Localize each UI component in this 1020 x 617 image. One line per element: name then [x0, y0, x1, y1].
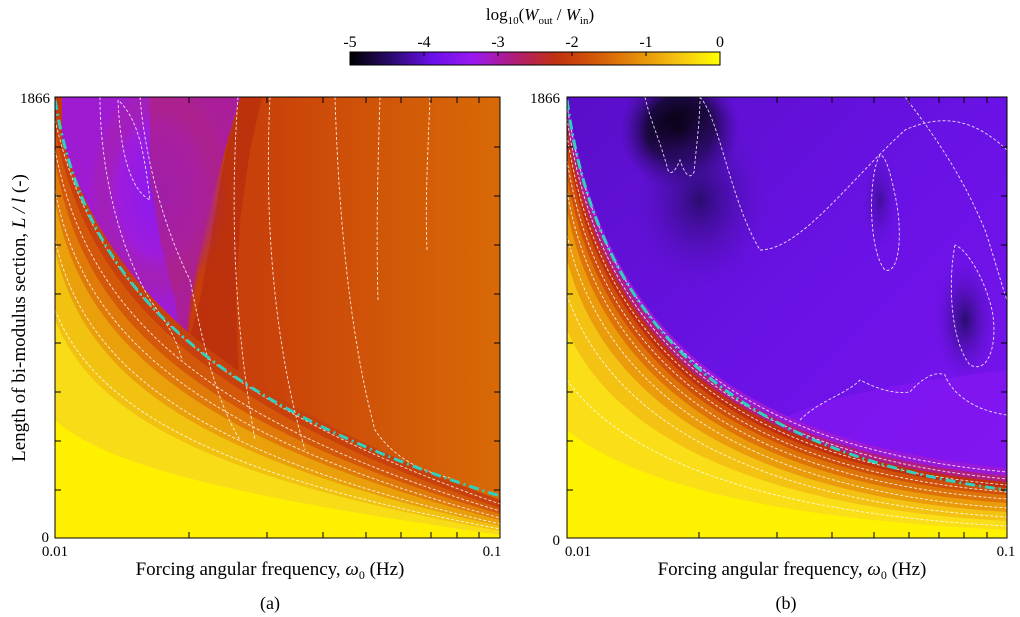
colorbar-tick-label: -2	[565, 34, 578, 51]
contour-a-1	[99, 97, 183, 361]
contour-a-4	[233, 97, 256, 441]
contour-b-6	[799, 373, 1007, 421]
heatmap-a	[55, 97, 500, 538]
contour-b-7	[567, 104, 1007, 473]
contour-a-7	[376, 97, 381, 301]
contour-b-3	[871, 154, 900, 271]
ytick-top-b: 1866	[530, 91, 561, 107]
plot-frame-b	[566, 96, 1008, 539]
ytick-bottom-b: 0	[553, 533, 561, 549]
ytick-top-a: 1866	[20, 91, 51, 107]
xlabel-a: Forcing angular frequency, ω0 (Hz)	[136, 559, 405, 582]
colorbar-tick-label: -1	[639, 34, 652, 51]
contour-b-1	[644, 97, 701, 177]
xtick-right-a: 0.1	[483, 544, 502, 560]
contour-a-13	[55, 309, 500, 530]
contour-b-4	[950, 244, 995, 368]
contours-a	[55, 97, 500, 530]
contour-a-9	[55, 119, 500, 505]
heatmap-a-valley-edge	[150, 97, 238, 370]
contour-b-8	[567, 117, 1007, 480]
ytick-bottom-a: 0	[42, 530, 50, 546]
band-b-9	[567, 430, 1007, 538]
heatmap-b-dark-right	[935, 260, 995, 380]
boundary-curve-a	[55, 99, 500, 498]
heatmap-b-dark-halo	[630, 110, 770, 290]
colorbar-tick-labels: -5 -4 -3 -2 -1 0	[343, 34, 724, 51]
contour-a-12	[55, 239, 500, 525]
xtick-left-b: 0.01	[565, 544, 591, 560]
contour-b-10	[567, 159, 1007, 493]
contour-a-8	[425, 97, 431, 251]
colorbar-tick-label: -4	[417, 34, 430, 51]
heatmap-a-streak	[180, 97, 262, 420]
band-a-7	[55, 420, 500, 538]
ylabel: Length of bi-modulus section, L / l (-)	[9, 174, 30, 462]
xtick-left-a: 0.01	[42, 544, 68, 560]
contour-a-10	[55, 149, 500, 512]
plot-frame-a	[54, 96, 501, 539]
boundary-curve-b	[567, 99, 1007, 492]
contour-b-11	[567, 191, 1007, 500]
axis-ticks-b	[567, 97, 1007, 538]
contour-a-2	[117, 99, 151, 201]
colorbar-tick-label: -5	[343, 34, 356, 51]
colorbar-bar	[349, 51, 721, 66]
colorbar: log10(Wout / Win) -5 -4 -3 -2 -1 0	[343, 5, 724, 66]
contour-b-12	[567, 234, 1007, 509]
xlabel-b: Forcing angular frequency, ω0 (Hz)	[658, 559, 927, 582]
heatmap-b-dark-mid	[862, 150, 898, 250]
panel-b: 1866 0 0.01 0.1 Forcing angular frequenc…	[530, 91, 1016, 614]
colorbar-tick-label: -3	[491, 34, 504, 51]
contour-a-6	[334, 97, 451, 479]
axis-ticks-a	[55, 97, 500, 538]
heatmap-b	[567, 97, 1007, 538]
panel-label-a: (a)	[260, 593, 280, 614]
contour-b-14	[567, 379, 1007, 527]
contour-a-5	[267, 97, 306, 451]
contour-b-2	[699, 97, 1007, 251]
panel-a: 1866 0 0.01 0.1 Forcing angular frequenc…	[9, 91, 502, 614]
contour-a-3	[139, 97, 241, 441]
colorbar-tick-marks	[423, 52, 647, 56]
contour-b-13	[567, 294, 1007, 518]
xtick-right-b: 0.1	[997, 544, 1016, 560]
contour-b-5	[904, 97, 1007, 301]
colorbar-tick-label: 0	[716, 34, 724, 51]
panel-label-b: (b)	[776, 593, 797, 614]
colorbar-title: log10(Wout / Win)	[486, 5, 594, 27]
